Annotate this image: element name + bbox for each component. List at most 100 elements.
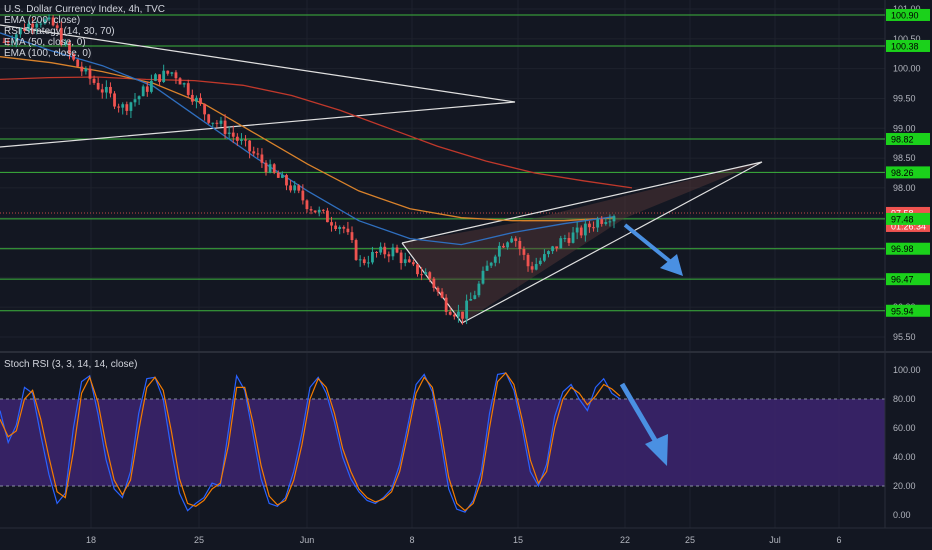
- candle-body: [109, 86, 112, 94]
- candle-body: [362, 259, 366, 264]
- symmetrical-triangle-lines[interactable]: [0, 24, 516, 148]
- candle-body: [72, 53, 75, 60]
- price-axis[interactable]: 95.5096.0096.5097.0097.5098.0098.5099.00…: [893, 4, 921, 520]
- level-price-tag: 100.38: [891, 41, 919, 51]
- candle-body: [547, 251, 550, 255]
- candle-body: [346, 228, 350, 233]
- candle-body: [68, 42, 71, 54]
- candle-body: [444, 297, 448, 312]
- level-price-tag: 96.98: [891, 244, 914, 254]
- candle-body: [280, 175, 284, 178]
- candle-body: [215, 122, 219, 124]
- candle-body: [608, 221, 612, 223]
- candle-body: [604, 222, 608, 224]
- candle-body: [113, 93, 116, 107]
- candle-body: [489, 262, 493, 266]
- candle-body: [436, 287, 440, 292]
- horizontal-levels[interactable]: [0, 14, 885, 312]
- legend-ema-100[interactable]: EMA (100, close, 0): [4, 48, 92, 59]
- candle-body: [538, 260, 542, 265]
- candle-body: [530, 266, 534, 270]
- candle-body: [440, 291, 444, 298]
- candle-body: [219, 120, 223, 124]
- candle-body: [596, 219, 600, 228]
- candle-body: [514, 238, 518, 241]
- candle-body: [252, 151, 256, 154]
- candle-body: [313, 210, 317, 213]
- candle-body: [92, 78, 96, 83]
- stoch-rsi-title: Stoch RSI (3, 3, 14, 14, close): [4, 359, 138, 370]
- candle-body: [211, 122, 215, 124]
- candle-body: [612, 216, 616, 222]
- time-axis[interactable]: 18 25 Jun 8 15 22 25 Jul 6: [86, 535, 842, 545]
- rsi-tick-label: 20.00: [893, 481, 916, 491]
- candle-body: [162, 70, 166, 82]
- candle-body: [391, 247, 395, 257]
- candle-body: [534, 264, 538, 270]
- candle-body: [407, 259, 411, 263]
- down-arrow-rsi[interactable]: [619, 382, 668, 466]
- candle-body: [375, 251, 378, 253]
- legend-ema-200[interactable]: EMA (200, close): [4, 15, 81, 26]
- candle-body: [387, 254, 391, 257]
- candle-body: [10, 41, 14, 43]
- candle-body: [354, 240, 358, 260]
- candle-body: [309, 209, 313, 211]
- candlesticks: [2, 14, 616, 325]
- candle-body: [579, 227, 583, 236]
- stoch-rsi-lines: [0, 371, 621, 513]
- candle-body: [559, 238, 563, 249]
- time-tick-label: 6: [836, 535, 841, 545]
- candle-body: [195, 97, 198, 102]
- symbol-title[interactable]: U.S. Dollar Currency Index, 4h, TVC: [4, 4, 165, 15]
- stoch-rsi-legend[interactable]: Stoch RSI (3, 3, 14, 14, close): [4, 359, 137, 370]
- candle-body: [285, 175, 288, 186]
- main-legend: U.S. Dollar Currency Index, 4h, TVC EMA …: [4, 4, 165, 59]
- level-price-tag-bg: [886, 8, 930, 21]
- candle-body: [371, 251, 374, 263]
- time-tick-label: 22: [620, 535, 630, 545]
- candle-body: [76, 59, 80, 67]
- candle-body: [18, 28, 22, 35]
- candle-body: [14, 34, 18, 42]
- rsi-tick-label: 100.00: [893, 365, 921, 375]
- legend-rsi-strategy[interactable]: RSI Strategy (14, 30, 70): [4, 26, 115, 37]
- candle-body: [481, 270, 485, 284]
- candle-body: [23, 28, 26, 31]
- candle-body: [121, 104, 125, 108]
- countdown-tag: 01:26:34: [891, 221, 926, 231]
- candle-body: [125, 104, 129, 111]
- candle-body: [149, 80, 153, 92]
- candle-body: [317, 209, 321, 213]
- level-price-tag-bg: [886, 39, 930, 52]
- candle-body: [502, 245, 505, 248]
- candle-body: [522, 249, 526, 255]
- legend-ema-50[interactable]: EMA (50, close, 0): [4, 37, 86, 48]
- candle-body: [485, 265, 489, 271]
- candle-body: [473, 295, 477, 299]
- candle-body: [64, 42, 67, 45]
- candle-body: [59, 27, 63, 45]
- candle-body: [227, 132, 231, 134]
- candle-body: [6, 41, 10, 43]
- candle-body: [231, 132, 235, 137]
- candle-body: [497, 245, 501, 257]
- candle-body: [182, 83, 186, 85]
- candle-body: [248, 140, 252, 152]
- candle-body: [403, 259, 407, 264]
- candle-body: [207, 114, 211, 123]
- candle-body: [305, 200, 309, 210]
- candle-body: [555, 246, 559, 249]
- candle-body: [366, 262, 370, 264]
- candle-body: [395, 247, 399, 253]
- candle-body: [342, 227, 346, 229]
- rising-wedge-lines[interactable]: [401, 161, 763, 324]
- candle-body: [104, 86, 108, 93]
- price-tick-label: 99.00: [893, 123, 916, 133]
- price-tick-label: 98.00: [893, 183, 916, 193]
- candle-body: [100, 89, 104, 93]
- candle-body: [2, 41, 6, 43]
- down-arrow-main[interactable]: [623, 223, 683, 276]
- candle-body: [178, 78, 182, 85]
